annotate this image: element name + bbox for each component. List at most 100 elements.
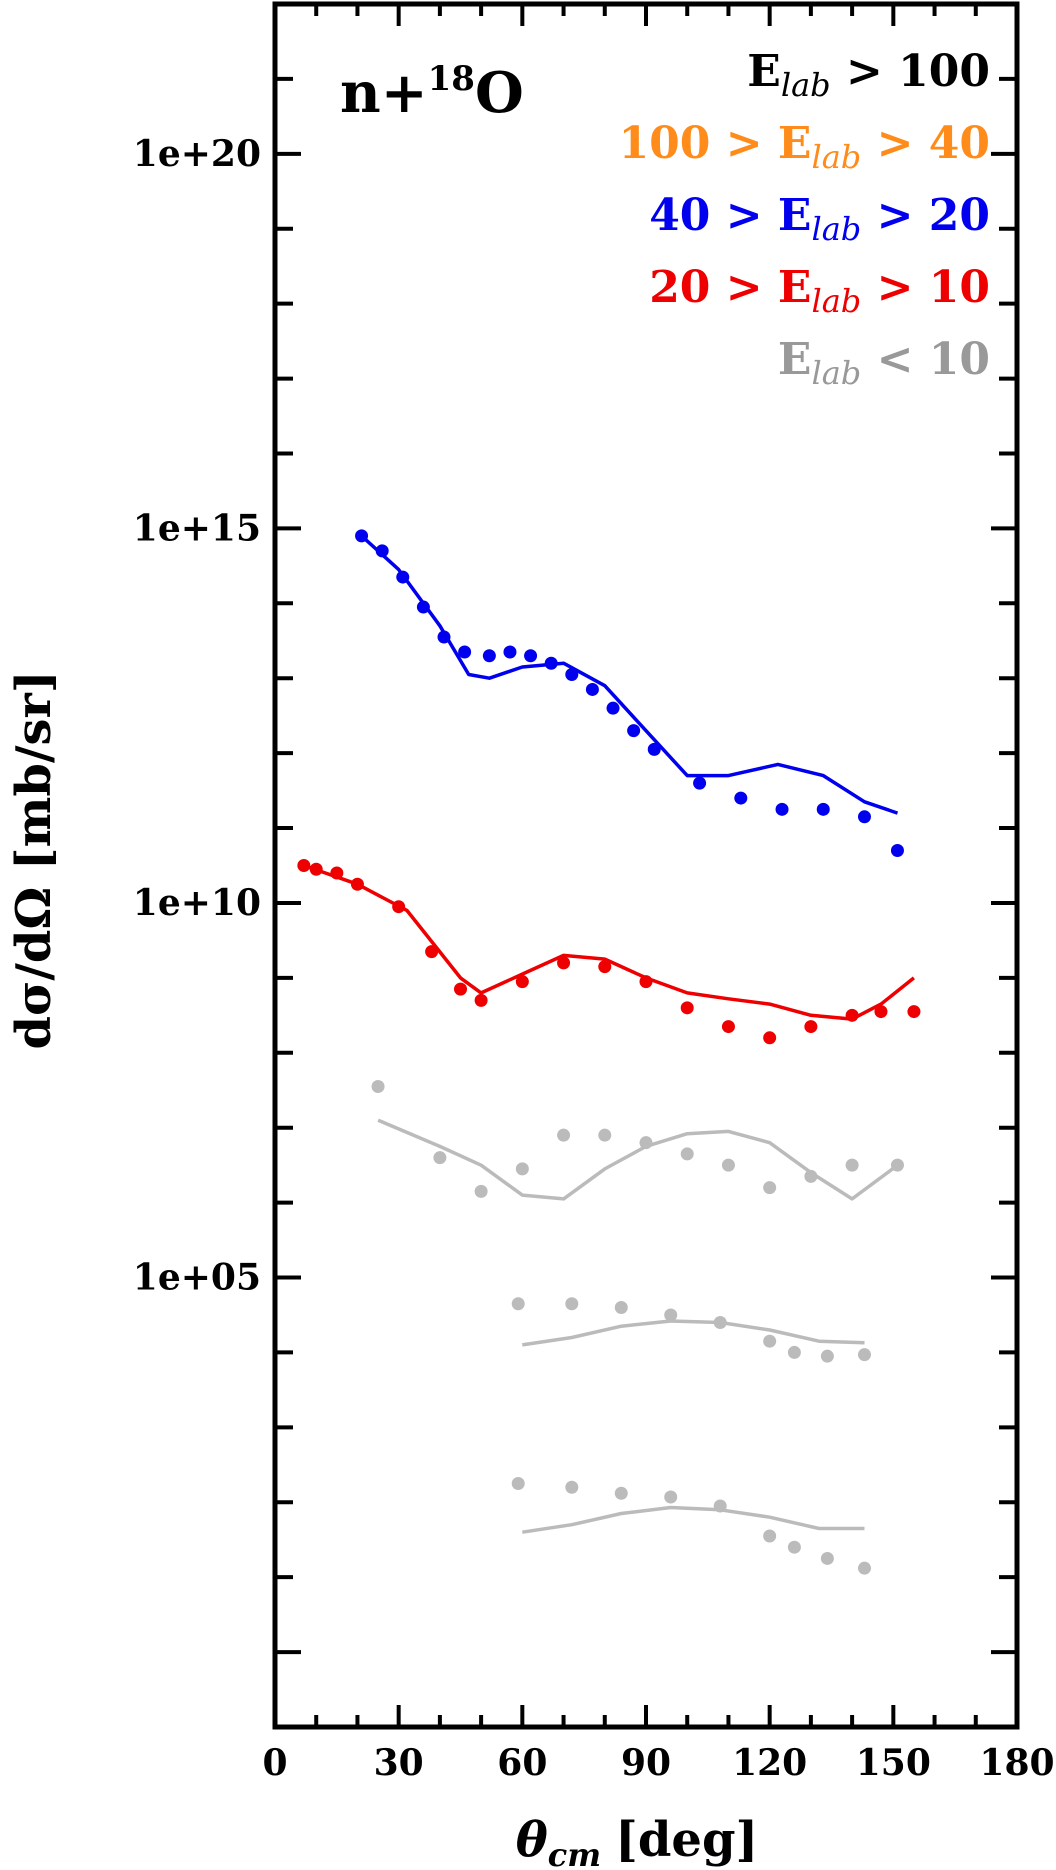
series-0-point [734,791,748,805]
x-tick-label: 30 [374,1742,424,1784]
series-0-point [375,544,389,558]
series-0-point [816,802,830,816]
legend-subscript: lab [811,354,861,392]
series-3-point [565,1297,579,1311]
series-4-point [763,1529,777,1543]
series-4-point [664,1490,678,1504]
y-tick-label: 1e+20 [133,133,261,175]
series-0-point [585,682,599,696]
series-0-point [416,600,430,614]
series-1-point [874,1005,888,1019]
series-3-point [511,1297,525,1311]
series-1-point [474,993,488,1007]
series-4-point [787,1540,801,1554]
series-2-point [371,1079,385,1093]
curve-layer [303,534,915,1534]
tick-label-layer: 0 30 60 90 120 150 180 1e+05 1e+10 1e+15 1e+20 [133,133,1055,1784]
legend-entry-right: > 40 [861,118,990,169]
series-1-point [392,900,406,914]
x-tick-label: 150 [856,1742,931,1784]
x-tick-label: 180 [979,1742,1054,1784]
series-2-point [557,1128,571,1142]
series-1-point [763,1031,777,1045]
series-4-point [565,1480,579,1494]
legend-entry-left: 20 > [649,262,778,313]
legend: Elab > 100 100 > Elab > 40 40 > Elab > 20 2… [619,46,990,392]
series-1-point [297,859,311,872]
series-0-point [693,776,707,790]
series-1-point [557,956,571,970]
series-1-point [330,866,344,880]
series-2-point [845,1158,859,1172]
x-axis-unit: [deg] [615,1812,758,1868]
series-0-point [482,649,496,663]
legend-entry: Elab < 10 [778,334,990,392]
x-tick-label: 120 [732,1742,807,1784]
series-4-point [614,1486,628,1500]
series-1-point [425,945,439,959]
series-4-curve [522,1505,865,1534]
series-3-point [713,1315,727,1329]
title-element: O [475,60,524,126]
x-axis-subscript: cm [548,1836,601,1870]
series-1-curve [303,863,915,1021]
series-2-point [474,1184,488,1198]
series-3-point [787,1345,801,1359]
legend-symbol: E [778,190,812,241]
legend-symbol: E [778,118,812,169]
series-0-point [647,742,661,756]
series-1-point [680,1001,694,1015]
legend-entry-right: > 10 [861,262,990,313]
legend-symbol: E [747,46,781,97]
tick-layer [275,2,1017,1729]
point-layer [297,529,921,1575]
series-1-point [721,1020,735,1034]
series-0-point [524,649,538,663]
x-tick-label: 90 [621,1742,671,1784]
legend-entry: 20 > Elab > 10 [649,262,990,320]
series-1-point [907,1005,921,1019]
legend-entry-right: > 20 [861,190,990,241]
legend-symbol: E [778,334,812,385]
legend-entry: Elab > 100 [747,46,990,104]
legend-symbol: E [778,262,812,313]
legend-subscript: lab [811,282,861,320]
y-tick-label: 1e+10 [133,882,261,924]
legend-subscript: lab [811,138,861,176]
series-0-point [565,667,579,681]
series-4-point [857,1561,871,1575]
series-3-point [664,1308,678,1322]
series-0-point [355,529,369,543]
series-2-point [515,1162,529,1176]
series-0-point [606,701,620,715]
legend-entry-right: < 10 [861,334,990,385]
series-2-point [598,1128,612,1142]
series-1-point [804,1020,818,1034]
legend-subscript: lab [781,66,831,104]
series-4-point [820,1551,834,1565]
series-1-point [598,960,612,974]
series-4-point [511,1477,525,1491]
series-2-point [639,1136,653,1150]
legend-entry-left: 40 > [649,190,778,241]
legend-subscript: lab [811,210,861,248]
series-0-point [857,810,871,824]
series-0-point [503,645,517,659]
y-tick-label: 1e+15 [133,507,261,549]
title-superscript: 18 [428,59,475,99]
series-4-point [713,1499,727,1513]
series-1-point [639,975,653,989]
y-tick-label: 1e+05 [133,1257,261,1299]
series-3-point [857,1348,871,1362]
legend-entry: 40 > Elab > 20 [649,190,990,248]
series-1-point [845,1008,859,1022]
series-2-point [763,1181,777,1195]
series-0-point [544,656,558,670]
x-tick-label: 0 [262,1742,287,1784]
series-1-point [309,862,323,876]
series-3-point [820,1349,834,1363]
legend-entry-right: > 100 [831,46,990,97]
x-tick-label: 60 [497,1742,547,1784]
legend-entry-left: 100 > [619,118,778,169]
